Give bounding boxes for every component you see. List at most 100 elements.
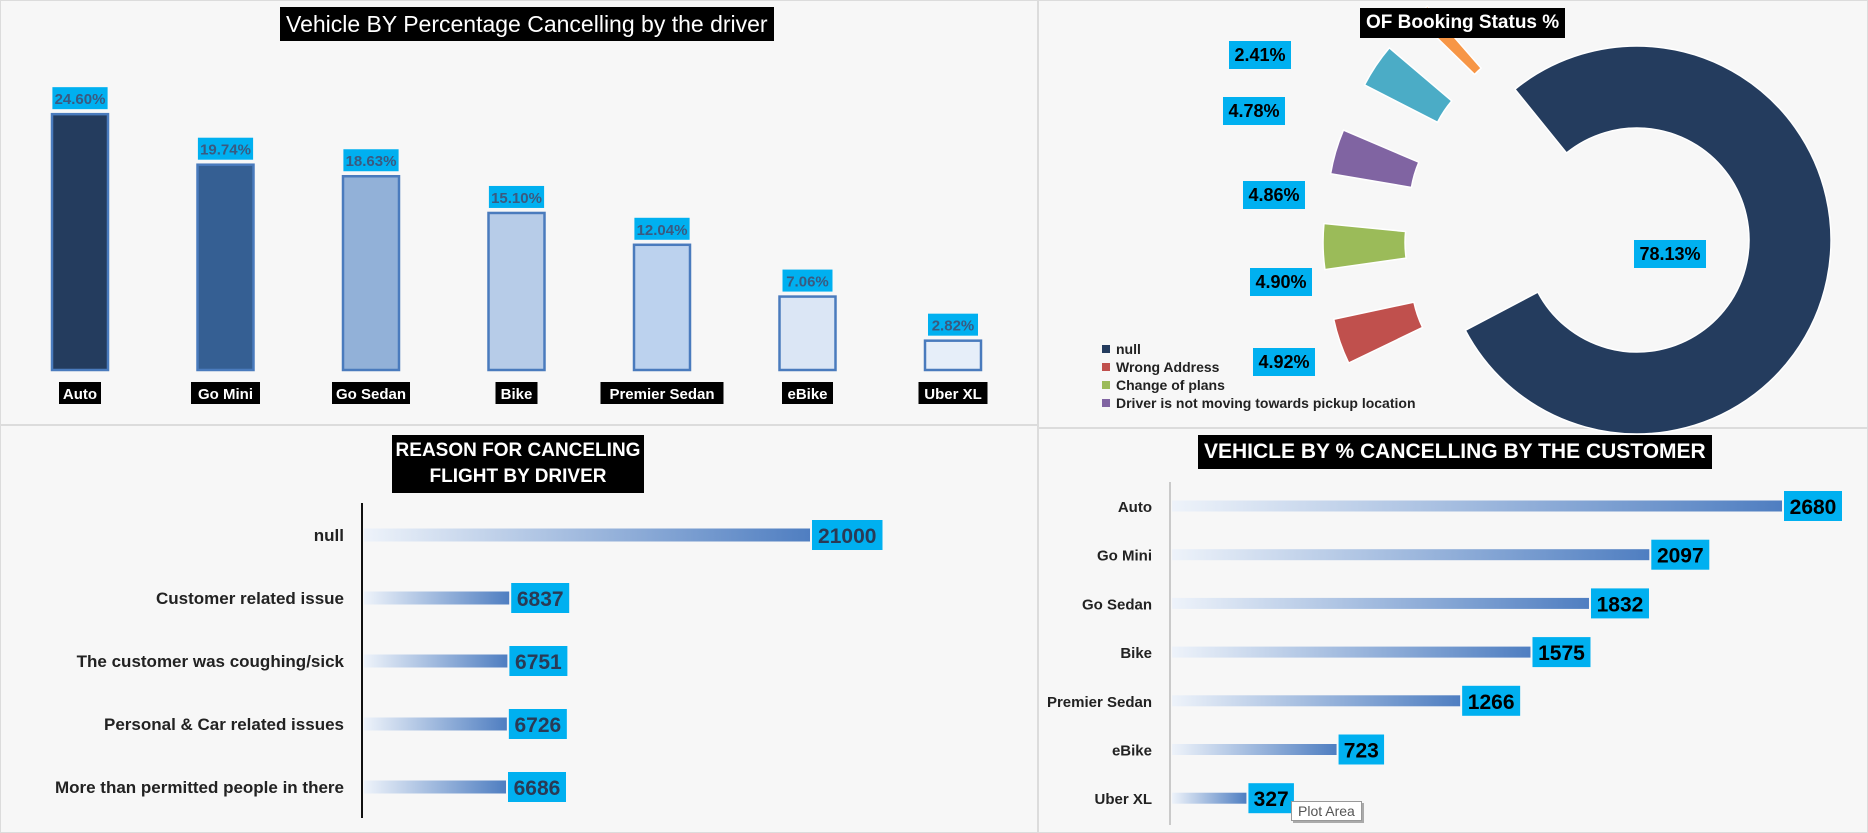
customer-cancel-vehicle-panel — [1038, 428, 1868, 833]
chart2-title: OF Booking Status % — [1360, 8, 1566, 38]
slice-label-bg-2 — [1250, 268, 1312, 296]
hbar-label-bg-the-customer-was-coughing-sick — [509, 646, 568, 676]
bar-label-bg-premier-sedan — [634, 217, 690, 240]
hbar-value-premier-sedan: 1266 — [1468, 691, 1515, 714]
legend-item-wrong-address[interactable]: Wrong Address — [1102, 358, 1416, 376]
hbar-label-bg-customer-related-issue — [511, 583, 570, 613]
bar-label-uber-xl: 2.82% — [932, 318, 975, 335]
slice-wrong-address — [1332, 301, 1424, 365]
plot-area-tooltip: Plot Area — [1291, 801, 1362, 821]
category-label-the-customer-was-coughing-sick: The customer was coughing/sick — [77, 652, 345, 671]
legend-label-wrong-address: Wrong Address — [1116, 359, 1220, 375]
bar-go-mini — [196, 163, 255, 372]
hbar-go-sedan — [1172, 597, 1589, 609]
hbar-premier-sedan — [1172, 695, 1461, 707]
legend-item-change-of-plans[interactable]: Change of plans — [1102, 376, 1416, 394]
slice-label-0: 78.13% — [1639, 244, 1700, 264]
legend-swatch-null — [1102, 345, 1110, 353]
booking-status-donut-chart[interactable]: 78.13% 4.92% 4.90% 4.86% 4.78% 2.41% — [1223, 5, 1832, 435]
hbar-value-the-customer-was-coughing-sick: 6751 — [515, 651, 562, 674]
hbar-label-bg-go-sedan — [1590, 588, 1649, 619]
vehicle-customer-bar-chart[interactable]: Auto 2680 Go Mini 2097 Go Sedan 1832 Bike 1575 P… — [1047, 482, 1842, 825]
hbar-ebike — [1172, 744, 1337, 755]
bar-label-bg-go-sedan — [343, 149, 399, 172]
category-label-uber-xl: Uber XL — [924, 386, 982, 403]
slice-label-1: 4.92% — [1258, 352, 1309, 372]
hbar-label-bg-go-mini — [1651, 539, 1710, 570]
category-label-go-sedan: Go Sedan — [336, 386, 406, 403]
bar-label-bg-bike — [488, 185, 545, 208]
slice-label-5: 2.41% — [1234, 45, 1285, 65]
slice-label-bg-1 — [1253, 348, 1315, 376]
bar-uber-xl — [923, 339, 983, 372]
bar-bike — [487, 211, 546, 372]
category-label-uber-xl: Uber XL — [1094, 791, 1152, 808]
hbar-value-bike: 1575 — [1538, 642, 1585, 665]
bar-label-ebike: 7.06% — [786, 274, 829, 291]
bar-label-premier-sedan: 12.04% — [637, 222, 688, 239]
slice-label-3: 4.86% — [1248, 185, 1299, 205]
hbar-value-uber-xl: 327 — [1254, 788, 1289, 811]
slice-label-bg-5 — [1229, 41, 1291, 69]
bar-label-go-mini: 19.74% — [200, 142, 251, 159]
hbar-label-bg-more-than-permitted-people-in-there — [507, 772, 566, 802]
bar-label-bg-uber-xl — [928, 313, 978, 336]
category-bg-auto — [59, 382, 101, 404]
slice-null — [1464, 45, 1832, 435]
hbar-value-ebike: 723 — [1344, 740, 1379, 763]
hbar-label-bg-auto — [1784, 491, 1842, 521]
hbar-the-customer-was-coughing-sick — [364, 654, 508, 668]
bar-label-go-sedan: 18.63% — [346, 153, 397, 170]
category-label-auto: Auto — [63, 386, 97, 403]
bar-ebike — [778, 295, 837, 372]
bar-label-bg-ebike — [782, 269, 833, 292]
slice-label-bg-3 — [1243, 181, 1305, 209]
hbar-value-more-than-permitted-people-in-there: 6686 — [514, 777, 561, 800]
hbar-value-go-sedan: 1832 — [1597, 593, 1644, 616]
bar-auto — [50, 112, 110, 372]
category-label-premier-sedan: Premier Sedan — [1047, 694, 1152, 711]
hbar-personal-car-related-issues — [364, 717, 507, 731]
category-bg-go-mini — [191, 382, 260, 404]
hbar-uber-xl — [1172, 792, 1247, 804]
hbar-value-auto: 2680 — [1790, 496, 1837, 519]
legend-item-null[interactable]: null — [1102, 340, 1416, 358]
slice-label-4: 4.78% — [1228, 101, 1279, 121]
category-label-go-mini: Go Mini — [198, 386, 253, 403]
category-label-personal-car-related-issues: Personal & Car related issues — [104, 715, 344, 734]
category-label-ebike: eBike — [787, 386, 827, 403]
category-bg-go-sedan — [332, 382, 410, 404]
category-label-null: null — [314, 526, 344, 545]
category-bg-uber-xl — [918, 382, 988, 404]
hbar-auto — [1172, 500, 1782, 512]
reason-driver-bar-chart[interactable]: null 21000 Customer related issue 6837 The c… — [55, 503, 883, 818]
slice-label-bg-4 — [1223, 97, 1285, 125]
legend-label-driver-not-moving: Driver is not moving towards pickup loca… — [1116, 395, 1416, 411]
legend-item-driver-not-moving[interactable]: Driver is not moving towards pickup loca… — [1102, 394, 1416, 412]
hbar-value-personal-car-related-issues: 6726 — [514, 714, 561, 737]
hbar-label-bg-null — [812, 520, 883, 550]
category-bg-bike — [495, 382, 538, 404]
hbar-more-than-permitted-people-in-there — [364, 780, 506, 794]
category-bg-premier-sedan — [600, 382, 724, 404]
donut-legend: null Wrong Address Change of plans Drive… — [1102, 340, 1416, 412]
hbar-null — [364, 528, 810, 542]
chart3-title-line1: REASON FOR CANCELING — [395, 440, 641, 461]
category-label-bike: Bike — [1120, 645, 1152, 662]
chart4-title: VEHICLE BY % CANCELLING BY THE CUSTOMER — [1198, 435, 1712, 469]
bar-label-auto: 24.60% — [55, 91, 106, 108]
bar-go-sedan — [341, 174, 401, 372]
vehicle-driver-bar-chart[interactable]: 24.60% Auto 19.74% Go Mini 18.63% Go Sedan 15.… — [50, 87, 988, 404]
hbar-value-null: 21000 — [818, 525, 876, 548]
legend-swatch-driver-not-moving — [1102, 399, 1110, 407]
category-label-more-than-permitted-people-in-there: More than permitted people in there — [55, 778, 344, 797]
legend-swatch-change-of-plans — [1102, 381, 1110, 389]
category-label-go-sedan: Go Sedan — [1082, 596, 1152, 613]
bar-premier-sedan — [632, 243, 692, 372]
hbar-label-bg-bike — [1532, 637, 1591, 668]
hbar-label-bg-ebike — [1338, 734, 1385, 765]
slice-label-2: 4.90% — [1255, 272, 1306, 292]
category-label-customer-related-issue: Customer related issue — [156, 589, 344, 608]
hbar-label-bg-personal-car-related-issues — [508, 709, 567, 739]
